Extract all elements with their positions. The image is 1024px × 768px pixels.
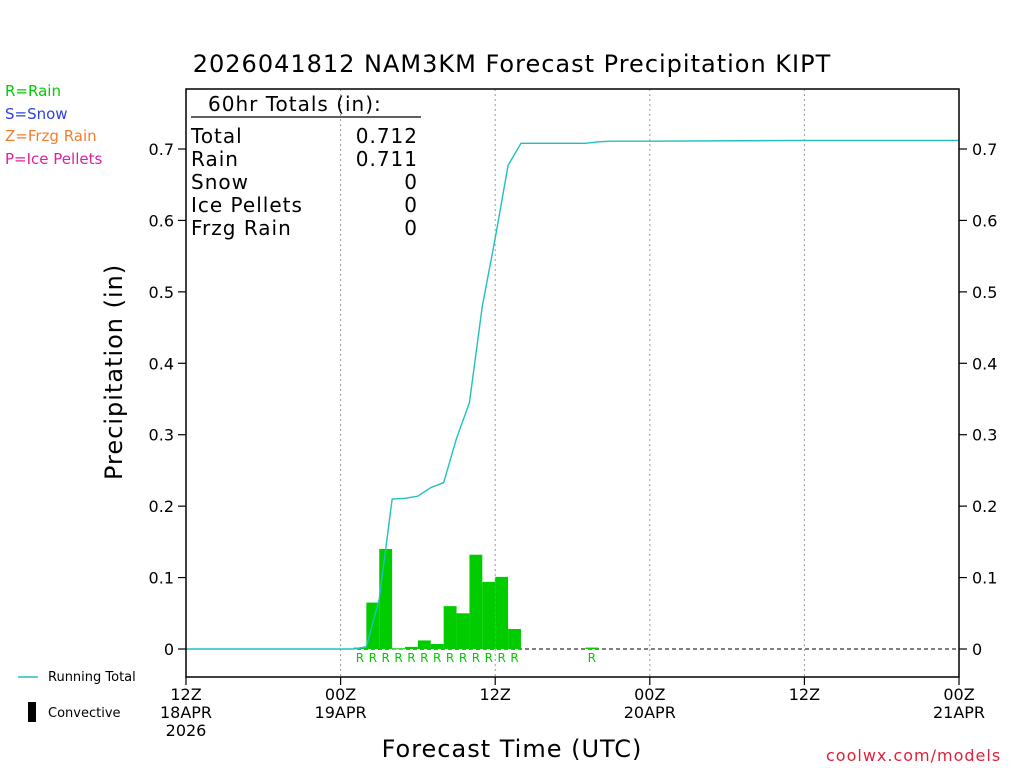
y-tick-label-right-1: 0.1 (972, 569, 997, 588)
y-tick-label-right-3: 0.3 (972, 426, 997, 445)
ptype-marker-10: R (485, 651, 493, 665)
ptype-marker-13: R (588, 651, 596, 665)
x-tick-label-0-1: 18APR (160, 703, 212, 722)
x-tick-label-1-0: 00Z (325, 685, 356, 704)
plot-frame (185, 88, 960, 678)
ptype-marker-2: R (382, 651, 390, 665)
ptype-marker-5: R (420, 651, 428, 665)
x-tick-label-1-1: 19APR (315, 703, 367, 722)
running-total-line (186, 139, 959, 650)
y-tick-label-left-7: 0.7 (149, 140, 174, 159)
x-tick-label-3-0: 00Z (634, 685, 665, 704)
precip-bar-11 (495, 576, 509, 649)
y-tick-label-left-3: 0.3 (149, 426, 174, 445)
y-tick-label-right-6: 0.6 (972, 211, 997, 230)
precip-bar-7 (443, 606, 457, 649)
precip-bar-9 (469, 554, 483, 649)
precip-bar-2 (379, 549, 393, 649)
site-credit: coolwx.com/models (826, 746, 1002, 765)
ptype-marker-0: R (356, 651, 364, 665)
totals-row-label-2: Snow (191, 170, 249, 194)
totals-row-value-3: 0 (404, 193, 418, 217)
ptype-marker-12: R (510, 651, 518, 665)
totals-row-label-4: Frzg Rain (191, 216, 292, 240)
y-tick-label-right-4: 0.4 (972, 354, 997, 373)
precip-bar-4 (405, 646, 418, 649)
totals-row-label-3: Ice Pellets (191, 193, 303, 217)
totals-heading: 60hr Totals (in): (208, 92, 382, 116)
y-tick-label-right-5: 0.5 (972, 283, 997, 302)
totals-row-label-0: Total (190, 124, 243, 148)
precip-bar-13 (585, 647, 599, 649)
y-tick-label-left-6: 0.6 (149, 211, 174, 230)
x-tick-label-5-0: 00Z (943, 685, 974, 704)
ptype-marker-8: R (459, 651, 467, 665)
totals-row-value-2: 0 (404, 170, 418, 194)
totals-row-value-4: 0 (404, 216, 418, 240)
legend-convective-label: Convective (48, 706, 121, 721)
chart-title: 2026041812 NAM3KM Forecast Precipitation… (192, 50, 832, 78)
precip-bar-5 (417, 640, 431, 649)
totals-row-label-1: Rain (191, 147, 239, 171)
legend-frzg-rain: Z=Frzg Rain (5, 127, 97, 145)
ptype-marker-6: R (433, 651, 441, 665)
ptype-marker-7: R (446, 651, 454, 665)
precip-bar-3 (392, 648, 406, 650)
x-tick-label-0-0: 12Z (170, 685, 201, 704)
precip-bar-6 (430, 644, 444, 649)
totals-row-value-1: 0.711 (356, 147, 418, 171)
precip-bar-12 (508, 629, 521, 649)
legend-running-total-label: Running Total (48, 670, 136, 685)
ptype-marker-9: R (472, 651, 480, 665)
legend-convective-swatch (28, 702, 36, 722)
y-tick-label-left-4: 0.4 (149, 354, 174, 373)
ptype-marker-3: R (394, 651, 402, 665)
y-tick-label-left-0: 0 (164, 640, 174, 659)
legend-rain: R=Rain (5, 82, 61, 100)
precip-bar-10 (482, 581, 496, 649)
y-tick-label-right-7: 0.7 (972, 140, 997, 159)
ptype-marker-11: R (497, 651, 505, 665)
y-tick-label-left-5: 0.5 (149, 283, 174, 302)
totals-row-value-0: 0.712 (356, 124, 418, 148)
x-tick-label-2-0: 12Z (480, 685, 511, 704)
precip-bar-8 (456, 613, 470, 649)
y-tick-label-right-2: 0.2 (972, 497, 997, 516)
legend-ice-pellets: P=Ice Pellets (5, 150, 103, 168)
x-axis-label: Forecast Time (UTC) (381, 735, 643, 763)
ptype-marker-1: R (369, 651, 377, 665)
legend-snow: S=Snow (5, 105, 68, 123)
y-tick-label-left-1: 0.1 (149, 569, 174, 588)
y-tick-label-left-2: 0.2 (149, 497, 174, 516)
y-tick-label-right-0: 0 (972, 640, 982, 659)
x-tick-label-3-1: 20APR (624, 703, 676, 722)
x-tick-label-4-0: 12Z (789, 685, 820, 704)
ptype-marker-4: R (407, 651, 415, 665)
x-tick-label-0-2: 2026 (166, 721, 207, 740)
x-tick-label-5-1: 21APR (933, 703, 985, 722)
